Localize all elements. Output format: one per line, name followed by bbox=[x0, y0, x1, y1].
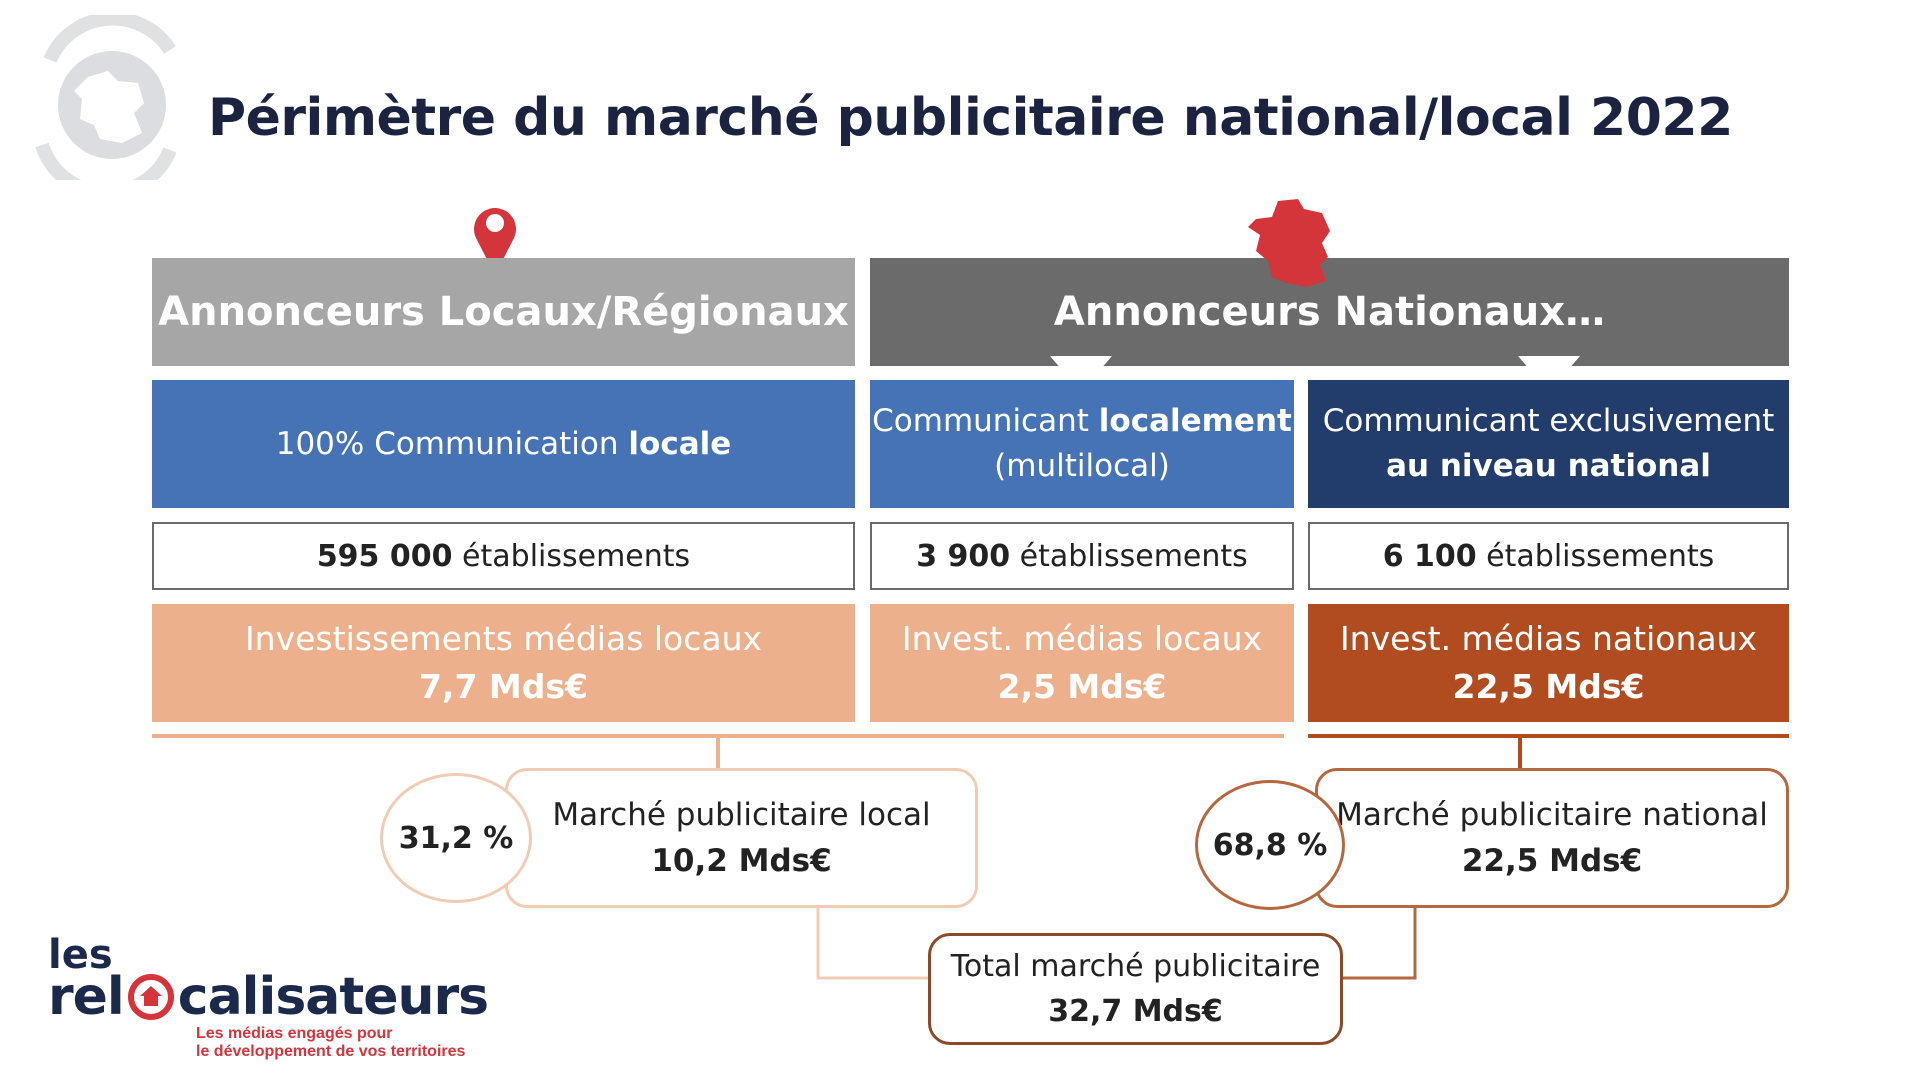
establishments-multilocal: 3 900 établissements bbox=[870, 522, 1294, 590]
market-local-box: Marché publicitaire local 10,2 Mds€ bbox=[505, 768, 978, 908]
logo-target-icon bbox=[127, 974, 174, 1020]
logo-word-end: calisateurs bbox=[177, 967, 489, 1027]
map-pin-icon bbox=[474, 208, 516, 275]
investment-multilocal-media: Invest. médias locaux 2,5 Mds€ bbox=[870, 604, 1294, 722]
brand-logo: les rel calisateurs Les médias engagés p… bbox=[48, 932, 489, 1061]
establishments-local: 595 000 établissements bbox=[152, 522, 855, 590]
market-total-box: Total marché publicitaire 32,7 Mds€ bbox=[928, 933, 1343, 1045]
segment-local-communication: 100% Communication locale bbox=[152, 380, 855, 508]
logo-tagline-2: le développement de vos territoires bbox=[196, 1043, 466, 1060]
logo-les: les bbox=[48, 932, 113, 978]
arrow-down-icon bbox=[1518, 356, 1580, 392]
header-national-advertisers: Annonceurs Nationaux… bbox=[870, 258, 1789, 366]
establishments-national: 6 100 établissements bbox=[1308, 522, 1789, 590]
arrow-down-icon bbox=[1050, 356, 1112, 392]
logo-tagline-1: Les médias engagés pour bbox=[196, 1025, 393, 1042]
market-local-share: 31,2 % bbox=[380, 773, 532, 903]
segment-national-communication: Communicant exclusivement au niveau nati… bbox=[1308, 380, 1789, 508]
segment-multilocal-communication: Communicant localement (multilocal) bbox=[870, 380, 1294, 508]
investment-local-media: Investissements médias locaux 7,7 Mds€ bbox=[152, 604, 855, 722]
france-emblem-icon bbox=[35, 15, 177, 180]
market-national-box: Marché publicitaire national 22,5 Mds€ bbox=[1315, 768, 1789, 908]
france-map-icon bbox=[1248, 199, 1330, 287]
market-national-share: 68,8 % bbox=[1195, 780, 1345, 910]
investment-national-media: Invest. médias nationaux 22,5 Mds€ bbox=[1308, 604, 1789, 722]
page-title: Périmètre du marché publicitaire nationa… bbox=[208, 88, 1733, 148]
header-local-advertisers: Annonceurs Locaux/Régionaux bbox=[152, 258, 855, 366]
logo-word-start: rel bbox=[48, 967, 125, 1027]
